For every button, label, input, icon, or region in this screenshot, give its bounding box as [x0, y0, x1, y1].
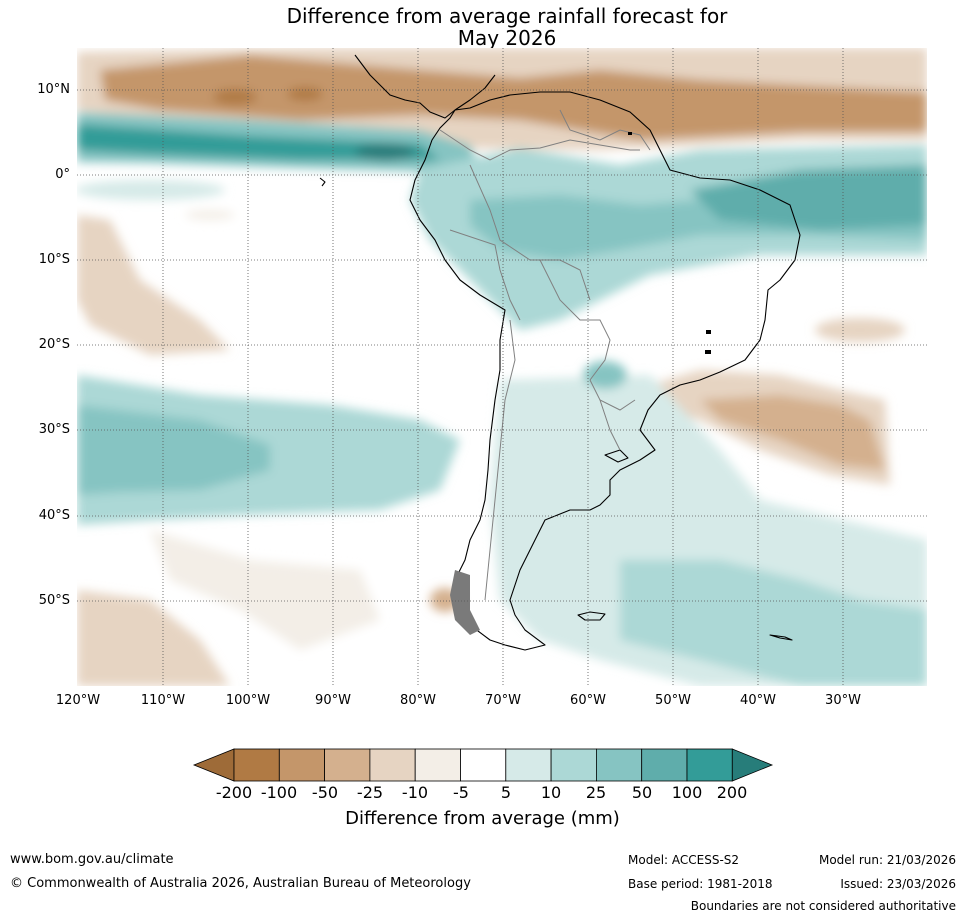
dry-southern-pacific	[77, 590, 230, 686]
colorbar-tick: 50	[631, 783, 653, 802]
dry-southern-pacific-light	[150, 530, 380, 650]
colorbar-tick: 10	[540, 783, 562, 802]
colorbar-tick: -100	[260, 783, 298, 802]
lon-label-100w: 100°W	[225, 693, 271, 708]
islands	[628, 132, 711, 354]
colorbar-tick: -10	[401, 783, 429, 802]
lon-label-80w: 80°W	[400, 693, 436, 708]
base-period: Base period: 1981-2018	[628, 877, 773, 891]
issued-date: Issued: 23/03/2026	[840, 877, 956, 891]
model-run-date: Model run: 21/03/2026	[818, 853, 956, 867]
island-caribbean	[628, 132, 632, 135]
wet-south-pacific-strong	[77, 405, 270, 495]
island-marajo	[706, 330, 711, 334]
lat-label-10s: 10°S	[38, 252, 70, 267]
colorbar-bin-7	[505, 748, 552, 782]
gridlines	[77, 48, 927, 686]
colorbar-tick: -50	[311, 783, 339, 802]
wet-east-pacific	[77, 180, 225, 200]
chart-title-line2: May 2026	[457, 26, 557, 50]
lat-label-0: 0°	[55, 167, 70, 182]
lat-label-30s: 30°S	[38, 422, 70, 437]
colorbar-tick: -5	[453, 783, 469, 802]
south-georgia	[769, 634, 793, 641]
border-peru-bolivia	[449, 229, 521, 321]
colorbar-bin-4	[369, 748, 416, 782]
anomaly-field	[77, 48, 927, 686]
colorbar-extend-high	[731, 748, 774, 782]
colorbar-bin-10	[641, 748, 688, 782]
colorbar-bin-3	[324, 748, 371, 782]
copyright-text: © Commonwealth of Australia 2026, Austra…	[10, 876, 471, 891]
website-link[interactable]: www.bom.gov.au/climate	[10, 852, 174, 867]
wet-paraguay	[583, 361, 627, 389]
dry-band-north-strong	[100, 55, 927, 140]
lon-label-40w: 40°W	[740, 693, 776, 708]
wet-atlantic-strong	[690, 165, 927, 230]
colorbar-bin-11	[686, 748, 733, 782]
colorbar-tick: 200	[716, 783, 748, 802]
border-north	[439, 129, 640, 161]
lon-label-120w: 120°W	[55, 693, 101, 708]
lat-label-40s: 40°S	[38, 508, 70, 523]
lon-label-90w: 90°W	[315, 693, 351, 708]
lon-label-60w: 60°W	[570, 693, 606, 708]
colorbar-bin-5	[414, 748, 461, 782]
border-paraguay-brazil	[589, 379, 636, 411]
colorbar-bin-9	[596, 748, 643, 782]
colorbar-tick: 100	[671, 783, 703, 802]
lon-label-70w: 70°W	[485, 693, 521, 708]
lat-label-10n: 10°N	[37, 82, 70, 97]
dry-core-2	[287, 87, 323, 101]
model-name: Model: ACCESS-S2	[628, 853, 740, 867]
wet-band-itcz-strong	[77, 124, 440, 160]
colorbar-bin-8	[550, 748, 597, 782]
border-chile-argentina	[484, 319, 516, 601]
border-bolivia-paraguay	[539, 259, 611, 381]
dry-east-pacific	[77, 215, 230, 355]
galapagos	[319, 177, 326, 187]
dry-southeast-3	[700, 395, 885, 470]
island-abrolhos	[705, 350, 711, 354]
colorbar-tick: 5	[500, 783, 512, 802]
south-america-coast	[409, 91, 801, 651]
lon-label-110w: 110°W	[140, 693, 186, 708]
chart-title-line1: Difference from average rainfall forecas…	[286, 4, 728, 28]
lagoa-dos-patos	[604, 449, 629, 463]
dry-east-pacific-2	[185, 210, 235, 220]
colorbar-bin-2	[278, 748, 325, 782]
colorbar-tick: -200	[215, 783, 253, 802]
wet-south-atlantic-mid	[620, 560, 927, 686]
lat-label-50s: 50°S	[38, 593, 70, 608]
colorbar-tick: -25	[356, 783, 384, 802]
boundaries-disclaimer: Boundaries are not considered authoritat…	[690, 899, 956, 913]
border-guianas	[559, 109, 651, 151]
dry-core-1	[213, 89, 257, 105]
lon-label-30w: 30°W	[825, 693, 861, 708]
colorbar-bin-6	[460, 748, 507, 782]
border-uruguay	[599, 399, 621, 451]
colorbar-tick: 25	[585, 783, 607, 802]
lat-label-20s: 20°S	[38, 337, 70, 352]
wet-core-itcz	[355, 143, 415, 161]
lon-label-50w: 50°W	[655, 693, 691, 708]
colorbar-title: Difference from average (mm)	[345, 808, 620, 829]
chilean-fjords	[450, 570, 480, 635]
colorbar-extend-low	[192, 748, 235, 782]
dry-southeast-1	[815, 318, 905, 342]
central-america-coast	[354, 54, 496, 119]
colorbar-bin-1	[233, 748, 280, 782]
colorbar	[192, 748, 774, 782]
